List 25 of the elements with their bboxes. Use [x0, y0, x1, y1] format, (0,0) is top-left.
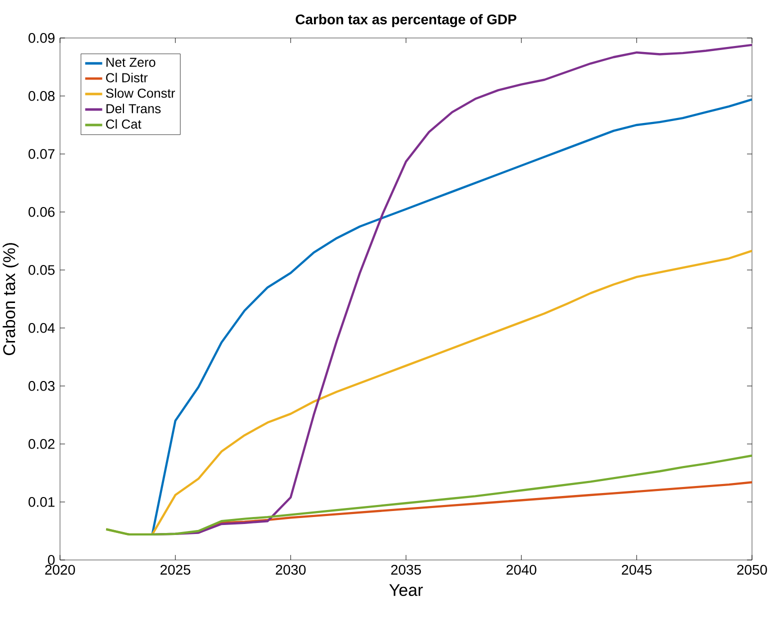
y-axis-title: Crabon tax (%) — [2, 243, 19, 356]
x-tick-label: 2035 — [391, 564, 421, 575]
x-tick-label: 2025 — [160, 564, 190, 575]
y-tick-label: 0.08 — [28, 91, 55, 101]
y-tick-label: 0.09 — [28, 33, 54, 43]
y-tick-label: 0.03 — [28, 381, 55, 391]
x-tick-label: 2050 — [737, 564, 767, 575]
x-tick-label: 2045 — [622, 564, 652, 575]
x-tick-label: 2030 — [276, 564, 306, 575]
legend-label: Slow Constr — [106, 88, 176, 98]
y-tick-label: 0.02 — [28, 439, 54, 449]
y-tick-label: 0.07 — [28, 149, 54, 159]
y-tick-label: 0 — [48, 555, 55, 565]
legend-label: Cl Distr — [106, 72, 148, 82]
legend-label: Del Trans — [106, 104, 161, 114]
y-tick-label: 0.04 — [28, 323, 55, 333]
y-tick-label: 0.06 — [28, 207, 55, 217]
x-tick-label: 2020 — [45, 564, 75, 575]
legend-label: Net Zero — [106, 58, 156, 67]
y-tick-label: 0.05 — [28, 265, 55, 275]
chart-title: Carbon tax as percentage of GDP — [296, 14, 516, 28]
x-tick-label: 2040 — [506, 564, 536, 575]
x-axis-title: Year — [389, 584, 423, 596]
legend-label: Cl Cat — [106, 119, 142, 129]
y-tick-label: 0.01 — [28, 497, 54, 507]
